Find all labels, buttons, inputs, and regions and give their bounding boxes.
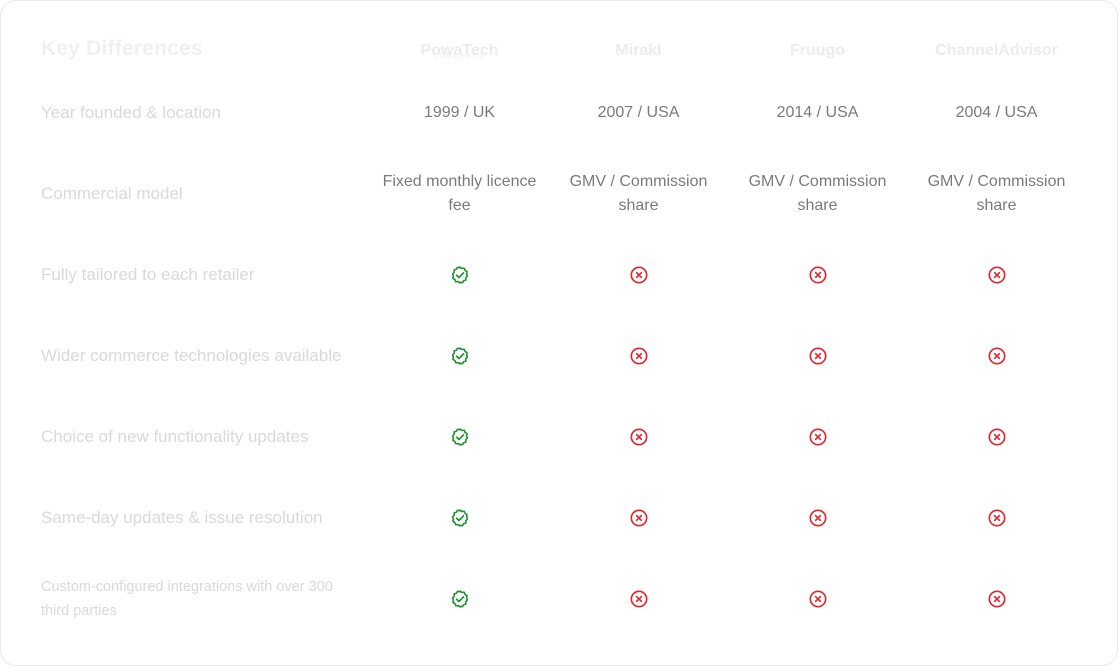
cell-value: 1999 / UK: [423, 103, 496, 121]
x-circle-icon: [629, 589, 649, 609]
table-header: Key Differences PowaTech COMMERCE Mirakl…: [1, 23, 1119, 79]
table-row: Fully tailored to each retailer: [1, 234, 1119, 315]
row-label: Wider commerce technologies available: [41, 345, 342, 365]
table-cell-icon: [549, 396, 728, 477]
table-cell-icon: [370, 234, 549, 315]
brand-logo-powatech: PowaTech: [420, 42, 499, 59]
x-circle-icon: [987, 427, 1007, 447]
table-cell: 2014 / USA: [728, 72, 907, 153]
row-label: Commercial model: [41, 183, 183, 203]
row-label: Year founded & location: [41, 102, 221, 122]
table-cell-icon: [728, 396, 907, 477]
badge-check-icon: [450, 427, 470, 447]
table-row: Year founded & location 1999 / UK 2007 / U…: [1, 72, 1119, 153]
x-circle-icon: [808, 265, 828, 285]
table-row: Commercial model Fixed monthly licence fe…: [1, 153, 1119, 234]
table-cell-icon: [370, 396, 549, 477]
cell-value: Fixed monthly licence fee: [382, 172, 537, 214]
badge-check-icon: [450, 265, 470, 285]
badge-check-icon: [450, 508, 470, 528]
brand-column-4: ChannelAdvisor: [907, 23, 1086, 79]
table-cell: GMV / Commission share: [728, 153, 907, 234]
table-cell-icon: [907, 234, 1086, 315]
table-cell-icon: [907, 396, 1086, 477]
table-cell-icon: [549, 234, 728, 315]
x-circle-icon: [808, 346, 828, 366]
row-label: Fully tailored to each retailer: [41, 264, 255, 284]
brand-column-3: Fruugo: [728, 23, 907, 79]
table-cell-icon: [728, 234, 907, 315]
x-circle-icon: [808, 427, 828, 447]
table-cell: GMV / Commission share: [549, 153, 728, 234]
brand-column-1: PowaTech COMMERCE: [370, 23, 549, 79]
table-row: Choice of new functionality updates: [1, 396, 1119, 477]
badge-check-icon: [450, 346, 470, 366]
table-cell-icon: [728, 558, 907, 639]
row-label: Choice of new functionality updates: [41, 426, 309, 446]
table-cell-icon: [549, 558, 728, 639]
table-cell: 2007 / USA: [549, 72, 728, 153]
table-cell-icon: [907, 558, 1086, 639]
x-circle-icon: [629, 508, 649, 528]
x-circle-icon: [808, 508, 828, 528]
row-label: Same-day updates & issue resolution: [41, 507, 323, 527]
table-cell-icon: [907, 477, 1086, 558]
brand-logo-fruugo: Fruugo: [789, 42, 846, 59]
table-cell-icon: [549, 315, 728, 396]
cell-value: GMV / Commission share: [748, 172, 887, 214]
x-circle-icon: [808, 589, 828, 609]
cell-value: 2014 / USA: [776, 103, 859, 121]
table-row: Custom-configured integrations with over…: [1, 558, 1119, 639]
x-circle-icon: [987, 346, 1007, 366]
table-cell: 2004 / USA: [907, 72, 1086, 153]
badge-check-icon: [450, 589, 470, 609]
x-circle-icon: [987, 589, 1007, 609]
brand-column-2: Mirakl: [549, 23, 728, 79]
table-row: Same-day updates & issue resolution: [1, 477, 1119, 558]
x-circle-icon: [629, 346, 649, 366]
cell-value: GMV / Commission share: [927, 172, 1066, 214]
cell-value: 2004 / USA: [955, 103, 1038, 121]
table-cell: Fixed monthly licence fee: [370, 153, 549, 234]
header-title: Key Differences: [41, 37, 203, 60]
brand-logo-sub: COMMERCE: [433, 54, 486, 60]
table-cell-icon: [907, 315, 1086, 396]
table-cell-icon: [728, 477, 907, 558]
x-circle-icon: [629, 265, 649, 285]
cell-value: GMV / Commission share: [569, 172, 708, 214]
x-circle-icon: [629, 427, 649, 447]
table-cell: 1999 / UK: [370, 72, 549, 153]
table-cell-icon: [370, 315, 549, 396]
table-cell-icon: [549, 477, 728, 558]
brand-logo-mirakl: Mirakl: [615, 42, 662, 59]
row-label: Custom-configured integrations with over…: [41, 578, 333, 619]
x-circle-icon: [987, 265, 1007, 285]
x-circle-icon: [987, 508, 1007, 528]
table-row: Wider commerce technologies available: [1, 315, 1119, 396]
table-cell-icon: [370, 477, 549, 558]
cell-value: 2007 / USA: [597, 103, 680, 121]
table-cell: GMV / Commission share: [907, 153, 1086, 234]
table-cell-icon: [370, 558, 549, 639]
brand-logo-channeladvisor: ChannelAdvisor: [935, 42, 1058, 59]
table-cell-icon: [728, 315, 907, 396]
